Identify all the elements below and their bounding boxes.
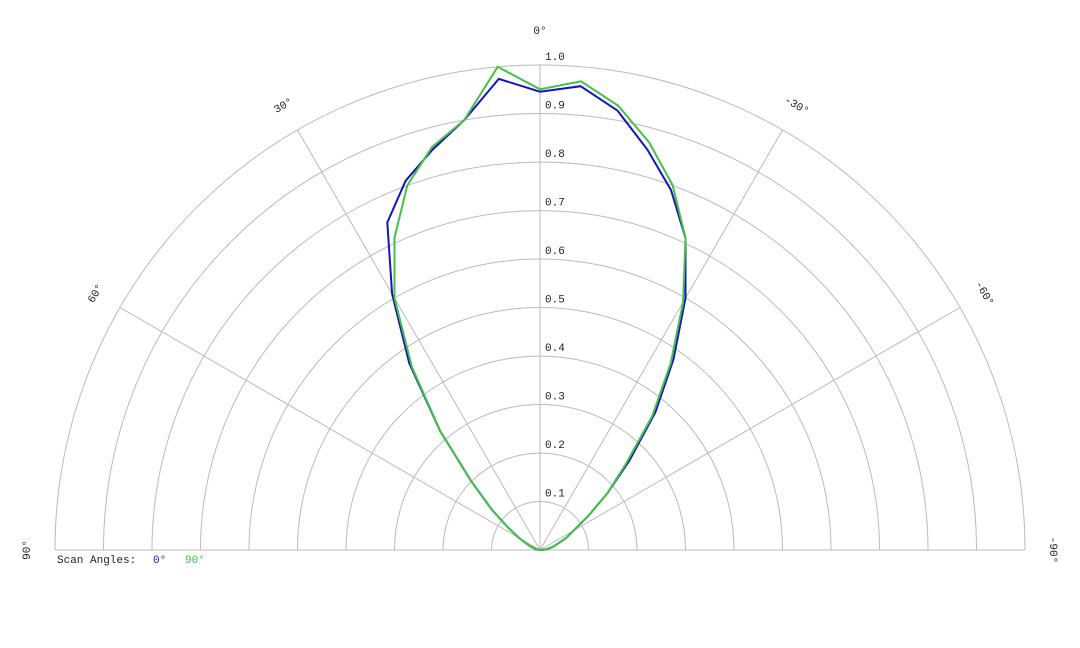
angle-tick-label: 90°: [22, 540, 34, 560]
radial-tick-label: 0.9: [545, 100, 565, 112]
radial-tick-label: 0.2: [545, 440, 565, 452]
grid-spoke: [297, 129, 541, 551]
radial-tick-label: 0.3: [545, 391, 565, 403]
radial-tick-label: 0.1: [545, 488, 565, 500]
grid-spoke: [539, 307, 961, 551]
radial-tick-label: 0.6: [545, 246, 565, 258]
angle-tick-label: 30°: [272, 96, 295, 116]
series-line: [386, 77, 687, 551]
radial-tick-label: 0.8: [545, 149, 565, 161]
legend-entry: 90°: [185, 555, 205, 567]
radial-tick-label: 0.7: [545, 197, 565, 209]
angle-tick-label: 60°: [86, 282, 106, 305]
grid-spoke: [539, 129, 783, 551]
angle-tick-label: -90°: [1046, 537, 1058, 563]
radial-tick-label: 1.0: [545, 52, 565, 64]
series-line: [393, 65, 687, 551]
legend-entry: 0°: [153, 555, 166, 567]
angle-tick-label: -60°: [972, 280, 996, 309]
radial-tick-label: 0.5: [545, 294, 565, 306]
radial-tick-label: 0.4: [545, 343, 565, 355]
angle-tick-label: -30°: [782, 95, 811, 119]
angle-tick-label: 0°: [533, 26, 546, 38]
legend-title: Scan Angles:: [57, 555, 136, 567]
grid-spoke: [119, 307, 541, 551]
